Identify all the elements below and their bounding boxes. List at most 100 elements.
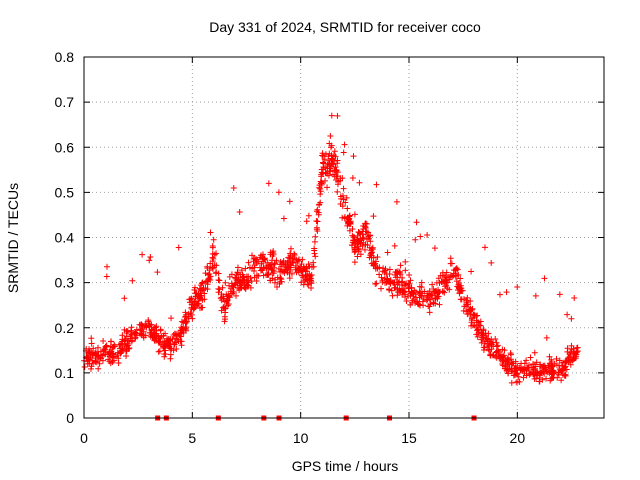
data-point: [495, 347, 502, 354]
data-point: [355, 245, 362, 252]
data-point: [117, 348, 124, 355]
data-point: [113, 353, 120, 360]
data-point: [327, 168, 334, 175]
grid-lines: [84, 57, 604, 418]
data-point: [88, 335, 95, 342]
data-point: [167, 355, 174, 362]
data-point: [219, 284, 226, 291]
data-point: [479, 334, 486, 341]
data-point: [520, 374, 527, 381]
data-point: [168, 315, 175, 322]
data-point: [473, 331, 480, 338]
data-point: [558, 366, 565, 373]
data-point: [452, 267, 459, 274]
data-point: [548, 375, 555, 382]
data-point: [571, 295, 578, 302]
data-point: [526, 368, 533, 375]
data-point: [330, 152, 337, 159]
data-point: [503, 289, 510, 296]
data-point: [209, 264, 216, 271]
data-point: [154, 269, 161, 276]
data-point: [226, 273, 233, 280]
data-point: [156, 338, 163, 345]
data-point: [95, 365, 102, 372]
data-point: [456, 290, 463, 297]
data-point: [233, 272, 240, 279]
data-point: [156, 348, 163, 355]
data-point: [352, 248, 359, 255]
data-point: [340, 196, 347, 203]
data-point: [84, 360, 91, 367]
data-point: [416, 288, 423, 295]
data-point: [325, 172, 332, 179]
data-point: [296, 265, 303, 272]
data-point: [89, 357, 96, 364]
data-point: [464, 311, 471, 318]
data-point: [568, 315, 575, 322]
data-point: [512, 364, 519, 371]
data-point: [311, 250, 318, 257]
data-point: [571, 355, 578, 362]
data-point: [204, 277, 211, 284]
chart-title: Day 331 of 2024, SRMTID for receiver coc…: [209, 19, 481, 35]
data-point: [447, 255, 454, 262]
data-point: [480, 344, 487, 351]
y-tick-label: 0.2: [55, 320, 75, 336]
data-point: [221, 313, 228, 320]
data-point: [405, 293, 412, 300]
data-point: [481, 244, 488, 251]
data-point: [313, 224, 320, 231]
data-point: [473, 323, 480, 330]
data-point: [386, 286, 393, 293]
data-point: [376, 271, 383, 278]
data-point: [544, 369, 551, 376]
data-point: [410, 291, 417, 298]
data-point: [523, 372, 530, 379]
data-point: [516, 378, 523, 385]
data-point: [255, 273, 262, 280]
data-point: [157, 335, 164, 342]
data-point: [515, 373, 522, 380]
data-point: [185, 315, 192, 322]
data-point: [96, 360, 103, 367]
data-point: [286, 270, 293, 277]
data-point: [474, 333, 481, 340]
data-point: [259, 255, 266, 262]
data-point: [269, 257, 276, 264]
data-point: [317, 191, 324, 198]
data-point: [249, 265, 256, 272]
data-point: [566, 351, 573, 358]
data-point: [359, 231, 366, 238]
data-point: [123, 353, 130, 360]
data-point: [531, 349, 538, 356]
data-point: [263, 265, 270, 272]
data-point: [305, 212, 312, 219]
data-point: [429, 281, 436, 288]
data-point: [530, 360, 537, 367]
data-point: [374, 253, 381, 260]
data-point: [230, 288, 237, 295]
data-point: [276, 280, 283, 287]
data-point: [278, 276, 285, 283]
data-point: [430, 300, 437, 307]
data-point: [463, 308, 470, 315]
data-point: [99, 357, 106, 364]
data-point: [419, 298, 426, 305]
data-point: [478, 339, 485, 346]
data-point: [161, 344, 168, 351]
data-point: [265, 180, 272, 187]
data-point: [511, 365, 518, 372]
data-point: [439, 272, 446, 279]
data-point: [327, 133, 334, 140]
data-point: [549, 367, 556, 374]
data-point: [245, 259, 252, 266]
data-point: [81, 363, 88, 370]
data-point: [240, 273, 247, 280]
data-point: [431, 245, 438, 252]
data-point: [307, 273, 314, 280]
data-point: [106, 351, 113, 358]
data-point: [573, 348, 580, 355]
data-point: [546, 353, 553, 360]
data-point: [553, 355, 560, 362]
data-point: [457, 275, 464, 282]
